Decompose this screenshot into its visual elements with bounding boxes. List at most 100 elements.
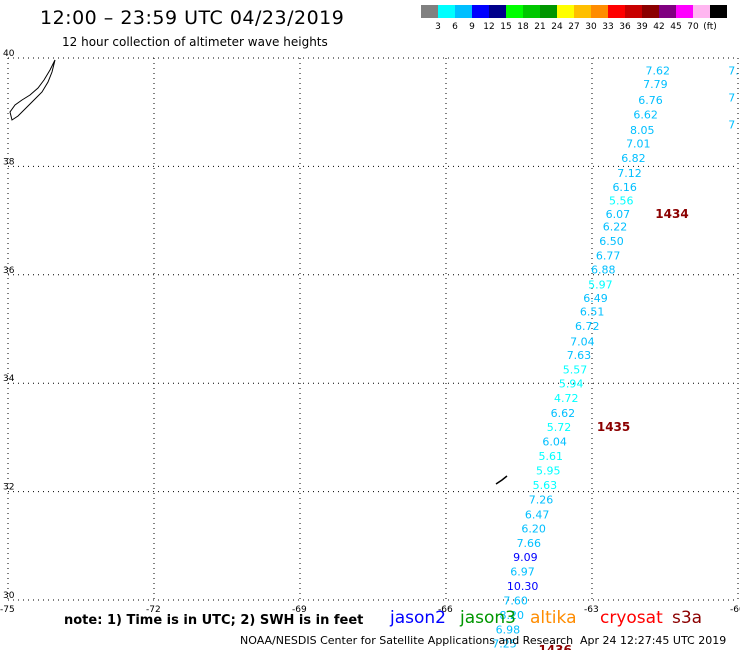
scale-swatch — [472, 5, 489, 18]
scale-swatch — [540, 5, 557, 18]
scale-label: 70 — [687, 22, 699, 32]
swh-value: 6.51 — [580, 305, 605, 318]
lon-tick-label: -69 — [292, 605, 307, 615]
swh-value: 6.82 — [621, 152, 646, 165]
scale-label: 6 — [452, 22, 458, 32]
scale-swatch — [642, 5, 659, 18]
swh-value: 6.98 — [496, 624, 521, 637]
swh-value: 6.47 — [525, 509, 550, 522]
swh-value: 6.72 — [575, 320, 600, 333]
swh-value: 8.05 — [630, 124, 655, 137]
pass-times: 1434143514361437 — [538, 207, 688, 650]
scale-label: 21 — [534, 22, 546, 32]
swh-value: 7.26 — [529, 494, 554, 507]
scale-swatch — [608, 5, 625, 18]
scale-label: 36 — [619, 22, 631, 32]
swh-value: 5.61 — [538, 450, 563, 463]
scale-swatch — [421, 5, 438, 18]
scale-label: 9 — [469, 22, 475, 32]
swh-value: 7.04 — [570, 335, 595, 348]
satellite-altika: altika — [530, 608, 577, 628]
scale-swatch — [438, 5, 455, 18]
satellite-s3a: s3a — [672, 608, 703, 628]
swh-value: 6.62 — [551, 407, 576, 420]
scale-swatch — [523, 5, 540, 18]
scale-swatch — [591, 5, 608, 18]
scale-label: 45 — [670, 22, 682, 32]
swh-value: 5.94 — [559, 378, 584, 391]
swh-value: 6.88 — [591, 264, 616, 277]
swh-value: 6.07 — [606, 208, 631, 221]
swh-observations: 7.627.79 6.76 6.62 8.057.01 6.82 7.126.165.56… — [492, 64, 739, 650]
swh-value: 6.77 — [596, 250, 621, 263]
bermuda-island — [495, 475, 508, 485]
swh-value: 5.63 — [533, 479, 558, 492]
scale-swatch — [455, 5, 472, 18]
scale-label: 3 — [435, 22, 441, 32]
lat-tick-label: 30 — [3, 591, 15, 601]
graticule — [7, 57, 739, 601]
swh-value: 6.50 — [599, 235, 624, 248]
scale-label: 15 — [500, 22, 512, 32]
lon-tick-label: -60 — [730, 605, 740, 615]
swh-value: 5.95 — [536, 464, 561, 477]
swh-value: 7.01 — [626, 137, 651, 150]
scale-label: 27 — [568, 22, 580, 32]
scale-swatch — [489, 5, 506, 18]
scale-swatch — [625, 5, 642, 18]
pass-time-label: 1435 — [597, 420, 630, 434]
swh-value: 6.22 — [603, 220, 628, 233]
scale-label: 12 — [483, 22, 495, 32]
lat-tick-label: 34 — [3, 374, 15, 384]
coastline — [9, 59, 508, 485]
swh-value: 5.56 — [609, 194, 634, 207]
swh-value: 6.97 — [510, 566, 535, 579]
swh-value: 7.63 — [567, 349, 592, 362]
satellite-cryosat: cryosat — [600, 608, 663, 628]
swh-value: 9.09 — [513, 551, 538, 564]
scale-swatch — [693, 5, 710, 18]
map-subtitle: 12 hour collection of altimeter wave hei… — [62, 35, 328, 49]
scale-swatch — [710, 5, 727, 18]
lon-tick-label: -72 — [146, 605, 161, 615]
swh-value: 7.25 — [492, 638, 517, 650]
map-title: 12:00 – 23:59 UTC 04/23/2019 — [40, 7, 345, 29]
swh-value: 5.57 — [563, 363, 588, 376]
swh-value: 6.20 — [521, 522, 546, 535]
scale-swatch — [506, 5, 523, 18]
swh-value: 5.72 — [547, 421, 572, 434]
swh-value: 6.49 — [583, 292, 608, 305]
generation-timestamp: Apr 24 12:27:45 UTC 2019 — [580, 634, 727, 647]
swh-value: 7.79 — [643, 78, 668, 91]
scale-label: 33 — [602, 22, 614, 32]
swh-value: 7.66 — [517, 537, 542, 550]
credit-line: NOAA/NESDIS Center for Satellite Applica… — [240, 634, 574, 647]
swh-value: 5.97 — [588, 278, 613, 291]
swh-value: 7.12 — [617, 167, 642, 180]
swh-value: 7. — [728, 64, 739, 77]
swh-value: 6.62 — [633, 109, 658, 122]
swh-value: 6.04 — [542, 436, 567, 449]
lon-tick-label: -63 — [584, 605, 599, 615]
swh-value: 8.20 — [500, 609, 525, 622]
swh-value: 6.16 — [612, 181, 637, 194]
swh-value: 4.72 — [554, 392, 579, 405]
scale-swatch — [557, 5, 574, 18]
satellite-jason2: jason2 — [390, 608, 446, 628]
satellite-jason3: jason3 — [460, 608, 516, 628]
axis-labels: 40 38 36 34 32 30 -75 -72 -69 -66 -63 -60 — [0, 49, 740, 615]
scale-label: 18 — [517, 22, 529, 32]
swh-value: 7 — [728, 118, 735, 131]
pass-time-label: 1434 — [655, 207, 688, 221]
coastline-north — [9, 59, 56, 121]
lat-tick-label: 40 — [3, 49, 15, 59]
scale-label: 24 — [551, 22, 563, 32]
lat-tick-label: 38 — [3, 157, 15, 167]
lon-tick-label: -66 — [438, 605, 453, 615]
units-note: note: 1) Time is in UTC; 2) SWH is in fe… — [64, 613, 364, 628]
scale-label: (ft) — [703, 22, 717, 32]
swh-value: 7 — [728, 91, 735, 104]
scale-label: 42 — [653, 22, 665, 32]
scale-label: 39 — [636, 22, 648, 32]
